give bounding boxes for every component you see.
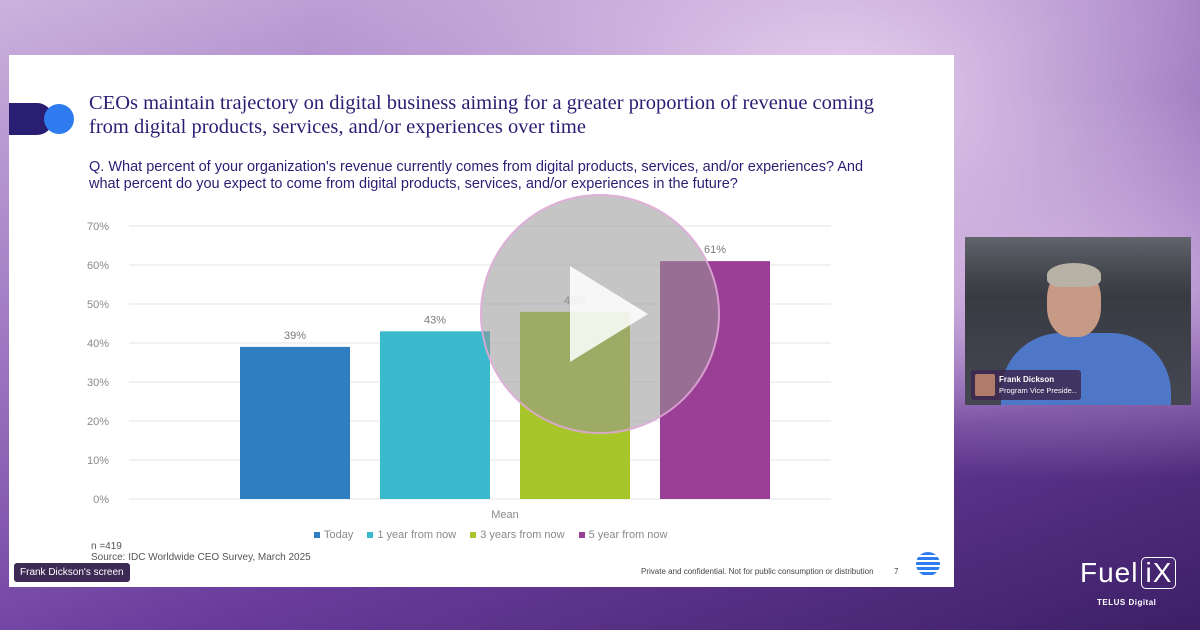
telus-digital-logo: TELUS Digital: [1097, 598, 1157, 607]
participant-role: Program Vice Preside...: [999, 386, 1077, 395]
y-tick-label: 40%: [87, 338, 109, 350]
confidential-notice: Private and confidential. Not for public…: [641, 567, 874, 576]
participant-name: Frank Dickson: [999, 375, 1055, 384]
legend-label: 1 year from now: [377, 529, 457, 541]
brand-name: Fuel: [1080, 557, 1139, 588]
y-tick-label: 0%: [93, 494, 109, 506]
data-label: 39%: [284, 330, 306, 342]
legend-item-3-years: 3 years from now: [470, 529, 565, 541]
slide-footnote: n =419 Source: IDC Worldwide CEO Survey,…: [91, 541, 311, 563]
legend-label: Today: [324, 529, 354, 541]
idc-globe-logo-icon: [916, 552, 940, 576]
brand-mark: iX: [1141, 557, 1177, 589]
fuelix-logo: Fuel iX: [1080, 557, 1177, 589]
legend-swatch: [470, 532, 477, 538]
legend-swatch: [314, 532, 320, 538]
source-note: Source: IDC Worldwide CEO Survey, March …: [91, 552, 311, 563]
legend-item-1-year: 1 year from now: [367, 529, 456, 541]
title-accent-dot: [44, 104, 74, 134]
legend-swatch: [578, 532, 585, 538]
x-axis-label: Mean: [491, 509, 519, 521]
participant-video-tile[interactable]: Frank Dickson Program Vice Preside...: [965, 237, 1191, 405]
participant-name-chip: Frank Dickson Program Vice Preside...: [971, 370, 1081, 400]
y-tick-label: 30%: [87, 377, 109, 389]
legend-item-today: Today: [314, 529, 353, 541]
screen-share-label: Frank Dickson's screen: [14, 563, 130, 582]
slide-title: CEOs maintain trajectory on digital busi…: [89, 92, 875, 138]
y-tick-label: 20%: [87, 416, 109, 428]
slide-page-number: 7: [894, 567, 899, 576]
y-tick-label: 10%: [87, 455, 109, 467]
sample-size: n =419: [91, 541, 122, 552]
play-button[interactable]: [480, 194, 720, 434]
play-icon: [570, 266, 648, 362]
bar-today: [240, 346, 350, 499]
legend-label: 5 year from now: [588, 529, 668, 541]
bar-1-year-from-now: [380, 331, 490, 499]
speaker-hair: [1047, 263, 1101, 287]
survey-question: Q. What percent of your organization's r…: [89, 159, 864, 192]
avatar: [975, 374, 995, 396]
data-label: 61%: [704, 244, 726, 256]
presentation-slide: CEOs maintain trajectory on digital busi…: [9, 55, 954, 587]
legend-swatch: [367, 532, 374, 538]
chart-legend: Today 1 year from now 3 years from now 5…: [314, 529, 667, 541]
y-tick-label: 50%: [87, 299, 109, 311]
data-label: 43%: [424, 314, 446, 326]
y-tick-label: 60%: [87, 260, 109, 272]
legend-label: 3 years from now: [480, 529, 565, 541]
y-tick-label: 70%: [87, 221, 109, 233]
legend-item-5-year: 5 year from now: [578, 529, 668, 541]
